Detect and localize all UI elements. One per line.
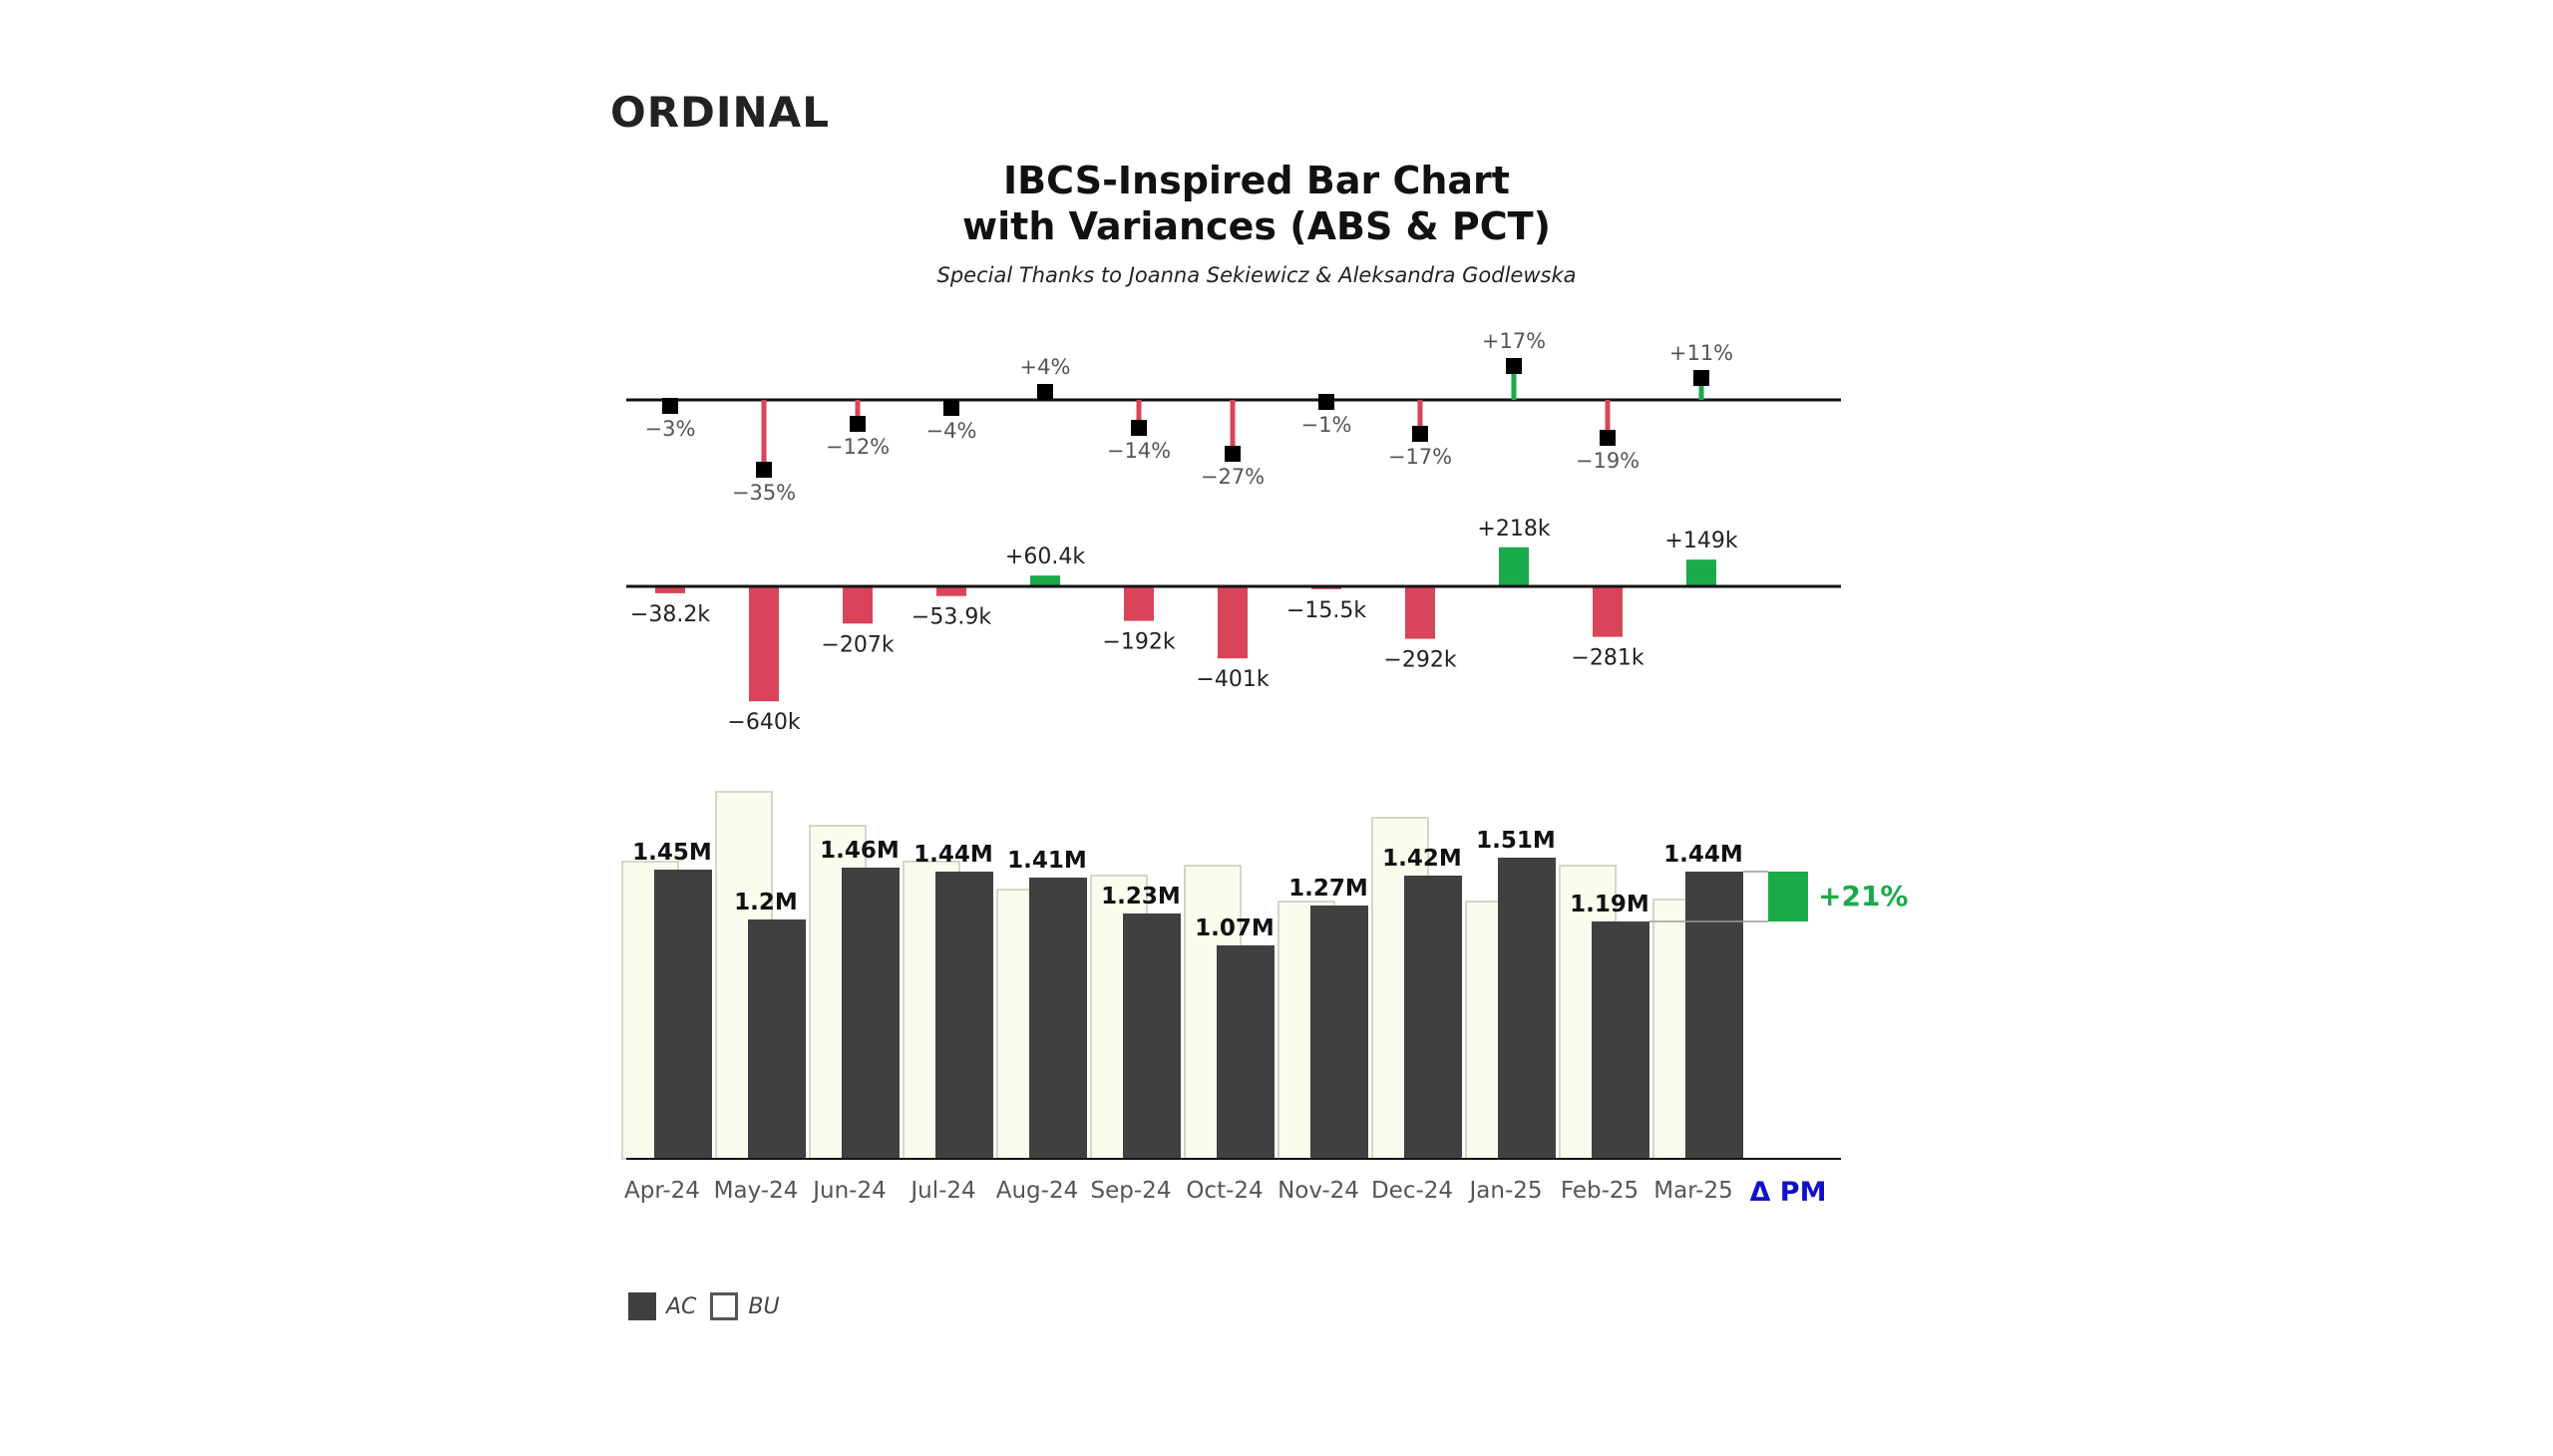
x-tick-label: Jan-25 — [1467, 1178, 1542, 1204]
abs-variance-label: +60.4k — [1005, 545, 1085, 569]
pct-pin-head — [1037, 384, 1053, 400]
ac-value-label: 1.23M — [1101, 884, 1181, 910]
pct-pin-head — [1600, 430, 1616, 446]
ac-value-label: 1.44M — [913, 842, 993, 868]
pct-pin-head — [1693, 370, 1709, 386]
abs-variance-label: +149k — [1664, 529, 1737, 553]
x-tick-label: May-24 — [714, 1178, 799, 1204]
chart-title-line1: IBCS-Inspired Bar Chart — [1003, 159, 1510, 202]
ac-bar — [1685, 872, 1743, 1159]
x-tick-label: Dec-24 — [1371, 1178, 1453, 1204]
abs-variance-bar — [749, 586, 779, 702]
pct-label: +11% — [1669, 341, 1733, 365]
abs-variance-label: −640k — [727, 710, 800, 735]
abs-variance-bar — [1218, 586, 1248, 659]
ac-value-label: 1.2M — [734, 890, 798, 915]
ac-bar — [842, 868, 900, 1159]
pct-label: −19% — [1576, 449, 1640, 473]
ac-value-label: 1.46M — [820, 838, 900, 864]
brand-logo: ORDINAL — [610, 88, 830, 137]
legend-label-bu: BU — [748, 1293, 780, 1319]
pm-axis-label: Δ PM — [1750, 1177, 1827, 1208]
abs-variance-bar — [1593, 586, 1623, 637]
abs-variance-bar — [655, 586, 685, 593]
ac-bar — [654, 870, 712, 1159]
pct-pin-head — [850, 416, 866, 432]
ac-value-label: 1.51M — [1476, 828, 1556, 854]
ac-value-label: 1.41M — [1007, 848, 1087, 874]
abs-variance-label: −401k — [1196, 667, 1269, 692]
ac-value-label: 1.44M — [1663, 842, 1743, 868]
abs-variance-bar — [1124, 586, 1154, 621]
abs-variance-label: −15.5k — [1286, 598, 1366, 623]
pm-delta-value: +21% — [1818, 880, 1908, 912]
ac-value-label: 1.45M — [632, 840, 712, 866]
ac-bar — [1404, 876, 1462, 1159]
ac-bar — [1592, 921, 1649, 1159]
ac-bar — [1310, 906, 1368, 1159]
pct-label: −27% — [1201, 465, 1265, 489]
ac-value-label: 1.27M — [1288, 876, 1368, 902]
abs-variance-label: −292k — [1383, 648, 1456, 673]
ac-bar — [748, 919, 806, 1159]
abs-variance-bar — [1499, 546, 1529, 586]
ac-value-label: 1.07M — [1195, 915, 1275, 941]
ac-bar — [935, 872, 993, 1159]
abs-variance-label: −207k — [821, 632, 894, 657]
ac-value-label: 1.19M — [1570, 892, 1649, 917]
abs-variance-label: −53.9k — [912, 605, 991, 630]
x-tick-label: Oct-24 — [1186, 1178, 1263, 1204]
pct-pin-head — [1318, 394, 1334, 410]
legend-swatch-bu — [710, 1292, 739, 1320]
x-tick-label: Apr-24 — [624, 1178, 700, 1204]
x-tick-label: Jul-24 — [909, 1178, 975, 1204]
legend-item-ac: AC — [628, 1292, 696, 1320]
pm-delta-bar — [1768, 872, 1808, 921]
pct-label: +4% — [1020, 355, 1071, 379]
pct-label: +17% — [1482, 329, 1546, 353]
x-tick-label: Nov-24 — [1277, 1178, 1359, 1204]
abs-variance-bar — [843, 586, 873, 624]
abs-variance-label: −38.2k — [630, 602, 710, 627]
x-tick-label: Feb-25 — [1561, 1178, 1639, 1204]
x-tick-label: Aug-24 — [996, 1178, 1078, 1204]
pct-label: −14% — [1107, 439, 1171, 463]
pct-label: −3% — [645, 417, 696, 441]
abs-variance-label: −192k — [1102, 630, 1175, 655]
x-tick-label: Sep-24 — [1091, 1178, 1172, 1204]
abs-variance-bar — [1030, 575, 1060, 586]
ac-bar — [1217, 945, 1275, 1159]
ac-bar — [1498, 858, 1556, 1159]
pct-label: −35% — [732, 481, 796, 505]
pct-label: −12% — [826, 435, 890, 459]
ac-bar — [1029, 878, 1087, 1159]
pct-pin-head — [1131, 420, 1147, 436]
chart-title: IBCS-Inspired Bar Chart with Variances (… — [0, 158, 2513, 249]
pct-label: −17% — [1388, 445, 1452, 469]
pct-pin-head — [662, 398, 678, 414]
pct-pin-head — [1225, 446, 1241, 462]
legend: AC BU — [628, 1292, 780, 1320]
ac-bar — [1123, 913, 1181, 1159]
legend-label-ac: AC — [666, 1293, 697, 1319]
legend-item-bu: BU — [710, 1292, 780, 1320]
abs-variance-bar — [1405, 586, 1435, 639]
pct-pin-head — [943, 400, 959, 416]
abs-variance-label: +218k — [1477, 517, 1550, 542]
pct-label: −1% — [1301, 413, 1352, 437]
pct-pin-head — [1412, 426, 1428, 442]
chart-title-line2: with Variances (ABS & PCT) — [962, 204, 1551, 248]
ac-value-label: 1.42M — [1382, 846, 1462, 872]
x-tick-label: Jun-24 — [811, 1178, 887, 1204]
abs-variance-bar — [936, 586, 966, 596]
legend-swatch-ac — [628, 1292, 656, 1320]
abs-variance-label: −281k — [1571, 646, 1643, 671]
x-tick-label: Mar-25 — [1653, 1178, 1733, 1204]
abs-variance-bar — [1686, 559, 1716, 586]
pct-pin-head — [756, 462, 772, 478]
chart-subtitle: Special Thanks to Joanna Sekiewicz & Ale… — [936, 263, 1577, 287]
pct-label: −4% — [926, 419, 977, 443]
pct-pin-head — [1506, 358, 1522, 374]
